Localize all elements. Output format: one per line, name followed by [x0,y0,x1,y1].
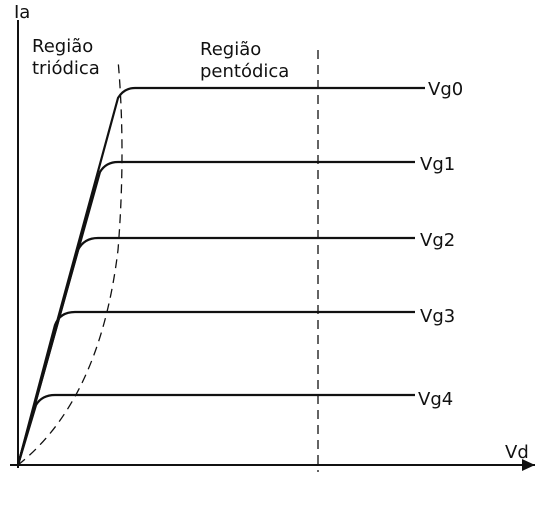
curve-label: Vg4 [418,389,453,410]
x-arrow [522,459,535,471]
region-label: pentódica [200,61,289,82]
curve [16,236,415,466]
curve-label: Vg1 [420,154,455,175]
region-label: Região [32,36,93,57]
curve-label: Vg2 [420,230,455,251]
triode-boundary [17,59,123,466]
region-label: triódica [32,58,100,79]
curve [16,393,415,466]
curve [16,86,425,466]
curve [16,310,415,466]
curve-label: Vg3 [420,306,455,327]
curve [16,160,415,466]
region-label: Região [200,39,261,60]
curve-label: Vg0 [428,79,463,100]
x-label: Vd [505,442,529,463]
y-label: Ia [14,2,30,23]
